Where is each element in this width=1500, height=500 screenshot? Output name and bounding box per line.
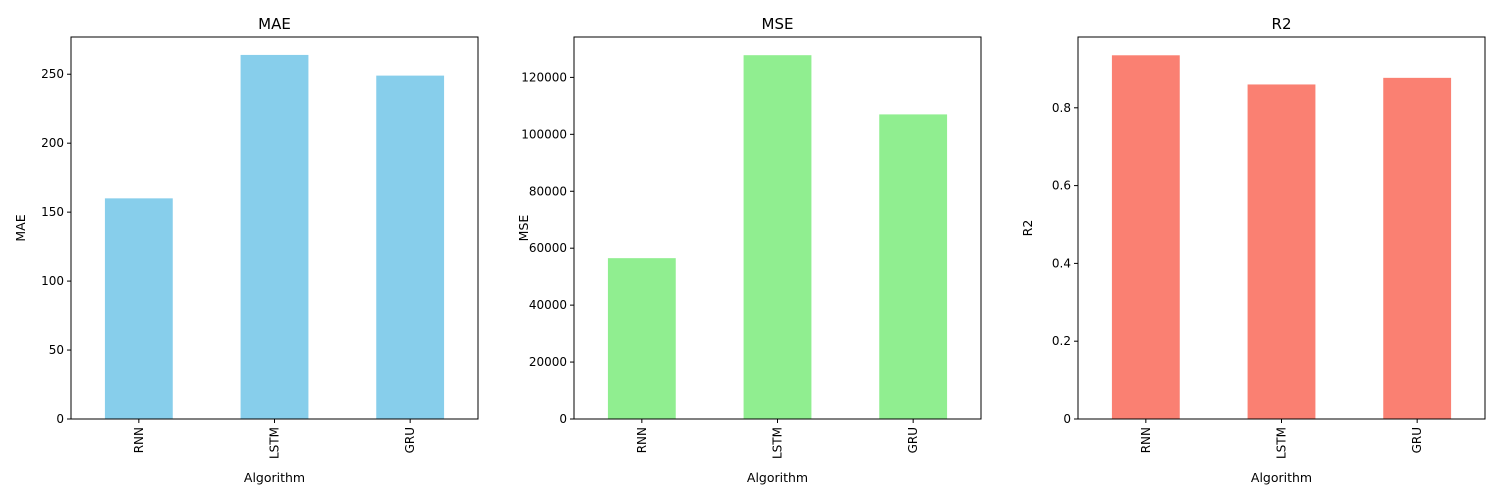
- x-tick-label: GRU: [1410, 427, 1424, 453]
- y-tick-label: 100: [41, 274, 64, 288]
- x-tick-label: RNN: [1139, 427, 1153, 453]
- x-axis-label: Algorithm: [1251, 470, 1312, 485]
- y-axis-label: R2: [1020, 220, 1035, 237]
- x-tick-label: RNN: [635, 427, 649, 453]
- x-tick-label: LSTM: [771, 427, 785, 459]
- x-tick-label: LSTM: [268, 427, 282, 459]
- y-tick-label: 250: [41, 67, 64, 81]
- x-axis-label: Algorithm: [747, 470, 808, 485]
- x-axis-label: Algorithm: [244, 470, 305, 485]
- chart-panel-mse: 0 20000 40000 60000 80000 100000 120000 RNN LSTM…: [516, 15, 982, 485]
- chart-panel-r2: 0 0.2 0.4 0.6 0.8 RNN LSTM GRU R2 Algorithm R2: [1020, 15, 1486, 485]
- y-tick-label: 0: [1063, 412, 1071, 426]
- y-tick-label: 0: [559, 412, 567, 426]
- y-tick-label: 120000: [521, 70, 567, 84]
- x-tick-label: RNN: [132, 427, 146, 453]
- bar-gru: [376, 75, 445, 420]
- y-tick-label: 80000: [529, 184, 567, 198]
- y-tick-label: 20000: [529, 355, 567, 369]
- y-tick-label: 150: [41, 205, 64, 219]
- y-tick-label: 40000: [529, 298, 567, 312]
- y-tick-label: 0.8: [1052, 101, 1071, 115]
- bar-rnn: [1111, 55, 1180, 420]
- chart-title: MAE: [258, 15, 291, 33]
- y-tick-label: 0.6: [1052, 179, 1071, 193]
- bar-rnn: [104, 198, 173, 419]
- chart-panel-mae: 0 50 100 150 200 250 RNN LSTM GRU MAE Algorithm MAE: [13, 15, 479, 485]
- y-tick-label: 0.2: [1052, 334, 1071, 348]
- y-tick-label: 60000: [529, 241, 567, 255]
- y-tick-label: 0: [56, 412, 64, 426]
- y-tick-label: 50: [49, 343, 64, 357]
- y-axis-label: MSE: [516, 215, 531, 242]
- y-tick-label: 200: [41, 136, 64, 150]
- bar-lstm: [743, 55, 812, 419]
- bar-gru: [879, 114, 948, 419]
- bar-lstm: [1247, 84, 1316, 419]
- chart-title: R2: [1272, 15, 1292, 33]
- chart-title: MSE: [762, 15, 794, 33]
- bar-gru: [1383, 77, 1452, 419]
- y-axis-label: MAE: [13, 214, 28, 241]
- y-tick-label: 0.4: [1052, 256, 1071, 270]
- x-tick-label: GRU: [906, 427, 920, 453]
- bar-rnn: [607, 258, 676, 419]
- x-tick-label: GRU: [403, 427, 417, 453]
- x-tick-label: LSTM: [1275, 427, 1289, 459]
- bar-lstm: [240, 54, 309, 420]
- y-tick-label: 100000: [521, 127, 567, 141]
